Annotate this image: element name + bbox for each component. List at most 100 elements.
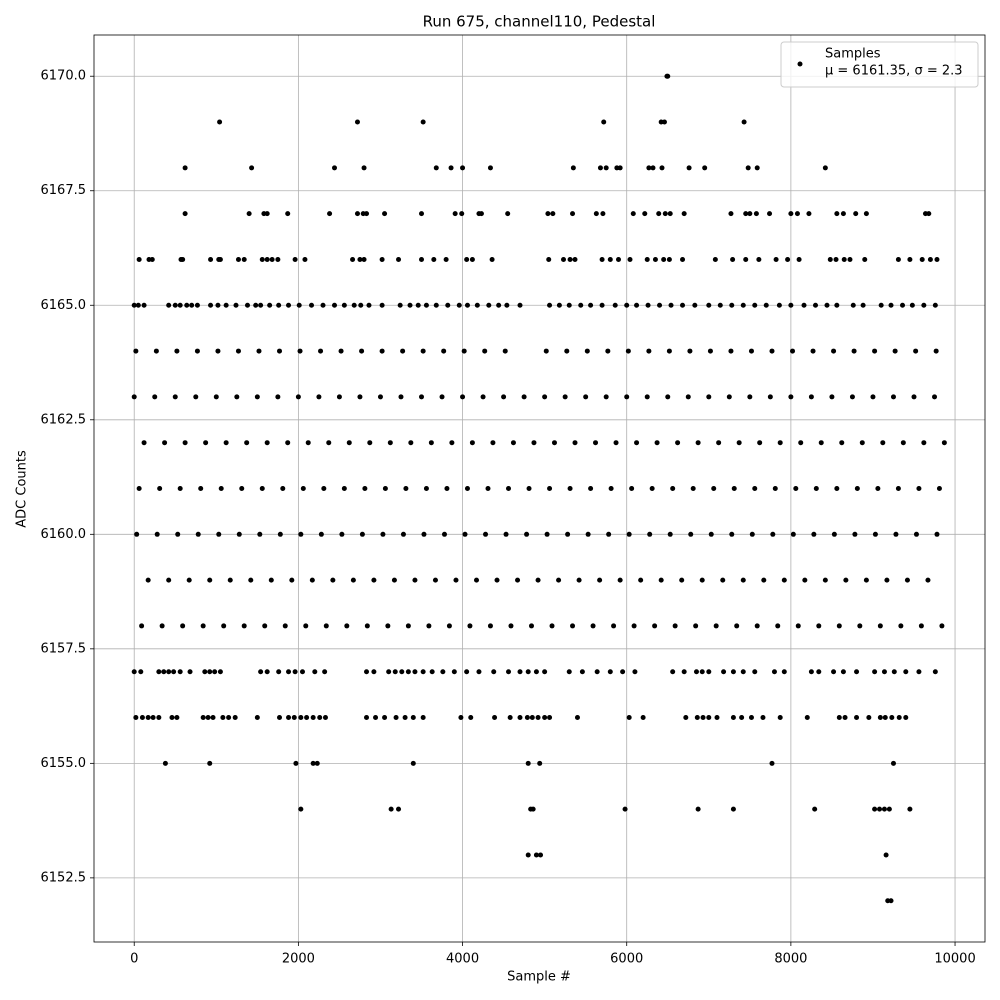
point bbox=[153, 348, 159, 354]
point bbox=[806, 211, 812, 217]
point bbox=[756, 256, 762, 262]
point bbox=[159, 623, 165, 629]
point bbox=[545, 211, 551, 217]
point bbox=[415, 302, 421, 308]
point bbox=[712, 256, 718, 262]
point bbox=[249, 165, 255, 171]
point bbox=[264, 256, 270, 262]
point bbox=[171, 669, 177, 675]
point bbox=[863, 577, 869, 583]
point bbox=[162, 440, 168, 446]
y-tick-label: 6167.5 bbox=[41, 183, 87, 198]
point bbox=[398, 394, 404, 400]
point bbox=[517, 669, 523, 675]
point bbox=[275, 394, 281, 400]
point bbox=[849, 394, 855, 400]
point bbox=[740, 577, 746, 583]
point bbox=[626, 531, 632, 537]
point bbox=[642, 211, 648, 217]
point bbox=[670, 669, 676, 675]
point bbox=[410, 760, 416, 766]
x-tick-label: 0 bbox=[130, 952, 138, 967]
point bbox=[506, 486, 512, 491]
point bbox=[903, 715, 909, 721]
point bbox=[166, 669, 172, 675]
point bbox=[608, 486, 614, 491]
point bbox=[448, 165, 454, 171]
point bbox=[606, 531, 612, 537]
point bbox=[419, 394, 425, 400]
point bbox=[579, 669, 585, 675]
point bbox=[218, 486, 224, 491]
point bbox=[833, 256, 839, 262]
point bbox=[177, 302, 183, 308]
point bbox=[593, 211, 599, 217]
point bbox=[767, 394, 773, 400]
point bbox=[186, 577, 192, 583]
point bbox=[277, 348, 283, 354]
point bbox=[476, 669, 482, 675]
point bbox=[220, 715, 226, 721]
point bbox=[139, 715, 145, 721]
point bbox=[474, 302, 480, 308]
point bbox=[494, 577, 500, 583]
point bbox=[357, 256, 363, 262]
point bbox=[213, 394, 219, 400]
point bbox=[444, 486, 450, 491]
point bbox=[707, 348, 713, 354]
point bbox=[487, 165, 493, 171]
point bbox=[841, 256, 847, 262]
point bbox=[538, 852, 544, 858]
point bbox=[232, 715, 238, 721]
point bbox=[464, 302, 470, 308]
point bbox=[907, 256, 913, 262]
point bbox=[508, 623, 514, 629]
point bbox=[136, 256, 142, 262]
point bbox=[483, 531, 489, 537]
point bbox=[393, 715, 399, 721]
point bbox=[890, 760, 896, 766]
point bbox=[769, 760, 775, 766]
point bbox=[254, 715, 260, 721]
point bbox=[330, 577, 336, 583]
y-tick-label: 6170.0 bbox=[41, 69, 87, 84]
point bbox=[182, 440, 188, 446]
point bbox=[811, 531, 817, 537]
point bbox=[277, 531, 283, 537]
point bbox=[686, 165, 692, 171]
point bbox=[366, 302, 372, 308]
point bbox=[550, 211, 556, 217]
point bbox=[423, 486, 429, 491]
point bbox=[172, 394, 178, 400]
point bbox=[207, 669, 213, 675]
point bbox=[857, 623, 863, 629]
point bbox=[590, 623, 596, 629]
point bbox=[289, 577, 295, 583]
point bbox=[264, 669, 270, 675]
point bbox=[872, 806, 878, 812]
legend-marker bbox=[797, 61, 803, 67]
point bbox=[210, 715, 216, 721]
point bbox=[502, 348, 508, 354]
point bbox=[625, 348, 631, 354]
point bbox=[504, 302, 510, 308]
x-tick-label: 2000 bbox=[282, 952, 315, 967]
point bbox=[166, 302, 172, 308]
point bbox=[507, 715, 513, 721]
point bbox=[881, 806, 887, 812]
point bbox=[461, 348, 467, 354]
point bbox=[770, 531, 776, 537]
point bbox=[282, 623, 288, 629]
point bbox=[189, 302, 195, 308]
point bbox=[166, 577, 172, 583]
point bbox=[156, 715, 162, 721]
point bbox=[443, 256, 449, 262]
point bbox=[489, 256, 495, 262]
point bbox=[644, 394, 650, 400]
point bbox=[730, 256, 736, 262]
point bbox=[362, 486, 368, 491]
point bbox=[492, 715, 498, 721]
point bbox=[693, 669, 699, 675]
point bbox=[599, 256, 605, 262]
